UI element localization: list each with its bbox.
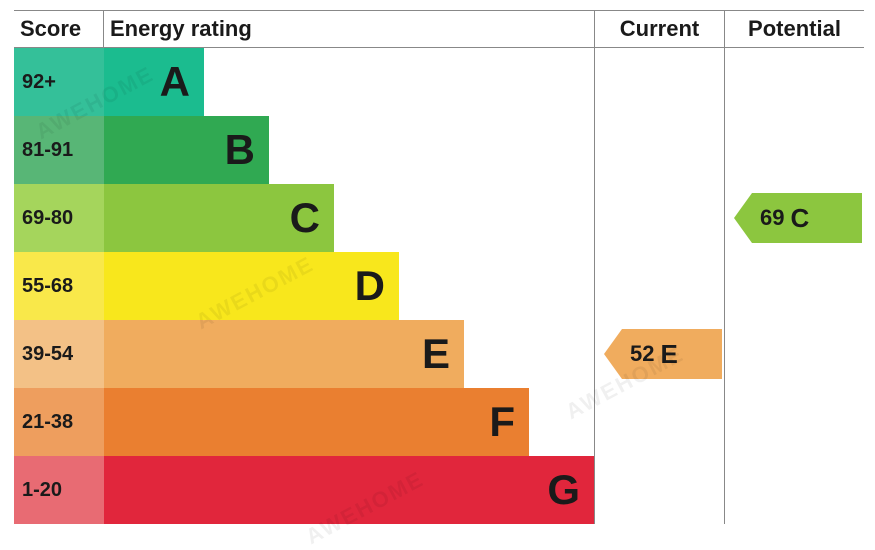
score-range: 21-38	[14, 388, 104, 456]
score-range: 92+	[14, 48, 104, 116]
potential-cell	[724, 388, 864, 456]
current-cell	[594, 116, 724, 184]
header-score: Score	[14, 11, 104, 47]
rating-bar: B	[104, 116, 269, 184]
header-row: Score Energy rating Current Potential	[14, 10, 864, 48]
rating-row: 39-54E52 E	[14, 320, 864, 388]
bar-area: B	[104, 116, 594, 184]
rating-letter: E	[422, 330, 450, 378]
current-cell	[594, 388, 724, 456]
rating-bar: E	[104, 320, 464, 388]
rating-row: 69-80C69C	[14, 184, 864, 252]
header-potential: Potential	[724, 11, 864, 47]
bar-area: F	[104, 388, 594, 456]
potential-cell	[724, 320, 864, 388]
rating-letter: F	[489, 398, 515, 446]
bar-area: E	[104, 320, 594, 388]
score-range: 39-54	[14, 320, 104, 388]
bar-area: A	[104, 48, 594, 116]
rating-rows: 92+A81-91B69-80C69C55-68D39-54E52 E21-38…	[14, 48, 864, 524]
rating-letter: G	[547, 466, 580, 514]
current-value: 52	[630, 341, 654, 367]
potential-cell: 69C	[724, 184, 864, 252]
bar-area: D	[104, 252, 594, 320]
rating-row: 92+ A	[14, 48, 864, 116]
rating-row: 1-20 G	[14, 456, 864, 524]
rating-letter: A	[160, 58, 190, 106]
header-current: Current	[594, 11, 724, 47]
potential-cell	[724, 252, 864, 320]
rating-row: 55-68 D	[14, 252, 864, 320]
score-range: 1-20	[14, 456, 104, 524]
potential-letter: C	[790, 203, 809, 234]
rating-letter: D	[355, 262, 385, 310]
bar-area: C	[104, 184, 594, 252]
potential-tag: 69C	[734, 193, 862, 243]
rating-bar: G	[104, 456, 594, 524]
score-range: 55-68	[14, 252, 104, 320]
current-cell	[594, 456, 724, 524]
rating-row: 81-91 B	[14, 116, 864, 184]
rating-bar: F	[104, 388, 529, 456]
energy-rating-chart: Score Energy rating Current Potential 92…	[14, 10, 864, 524]
rating-bar: C	[104, 184, 334, 252]
current-tag: 52 E	[604, 329, 722, 379]
potential-value: 69	[760, 205, 784, 231]
score-range: 81-91	[14, 116, 104, 184]
rating-letter: B	[225, 126, 255, 174]
current-cell	[594, 252, 724, 320]
potential-cell	[724, 48, 864, 116]
potential-cell	[724, 116, 864, 184]
rating-bar: D	[104, 252, 399, 320]
rating-letter: C	[290, 194, 320, 242]
current-letter: E	[660, 339, 677, 370]
rating-bar: A	[104, 48, 204, 116]
score-range: 69-80	[14, 184, 104, 252]
potential-cell	[724, 456, 864, 524]
header-rating: Energy rating	[104, 11, 594, 47]
current-cell	[594, 48, 724, 116]
bar-area: G	[104, 456, 594, 524]
rating-row: 21-38 F	[14, 388, 864, 456]
current-cell	[594, 184, 724, 252]
current-cell: 52 E	[594, 320, 724, 388]
